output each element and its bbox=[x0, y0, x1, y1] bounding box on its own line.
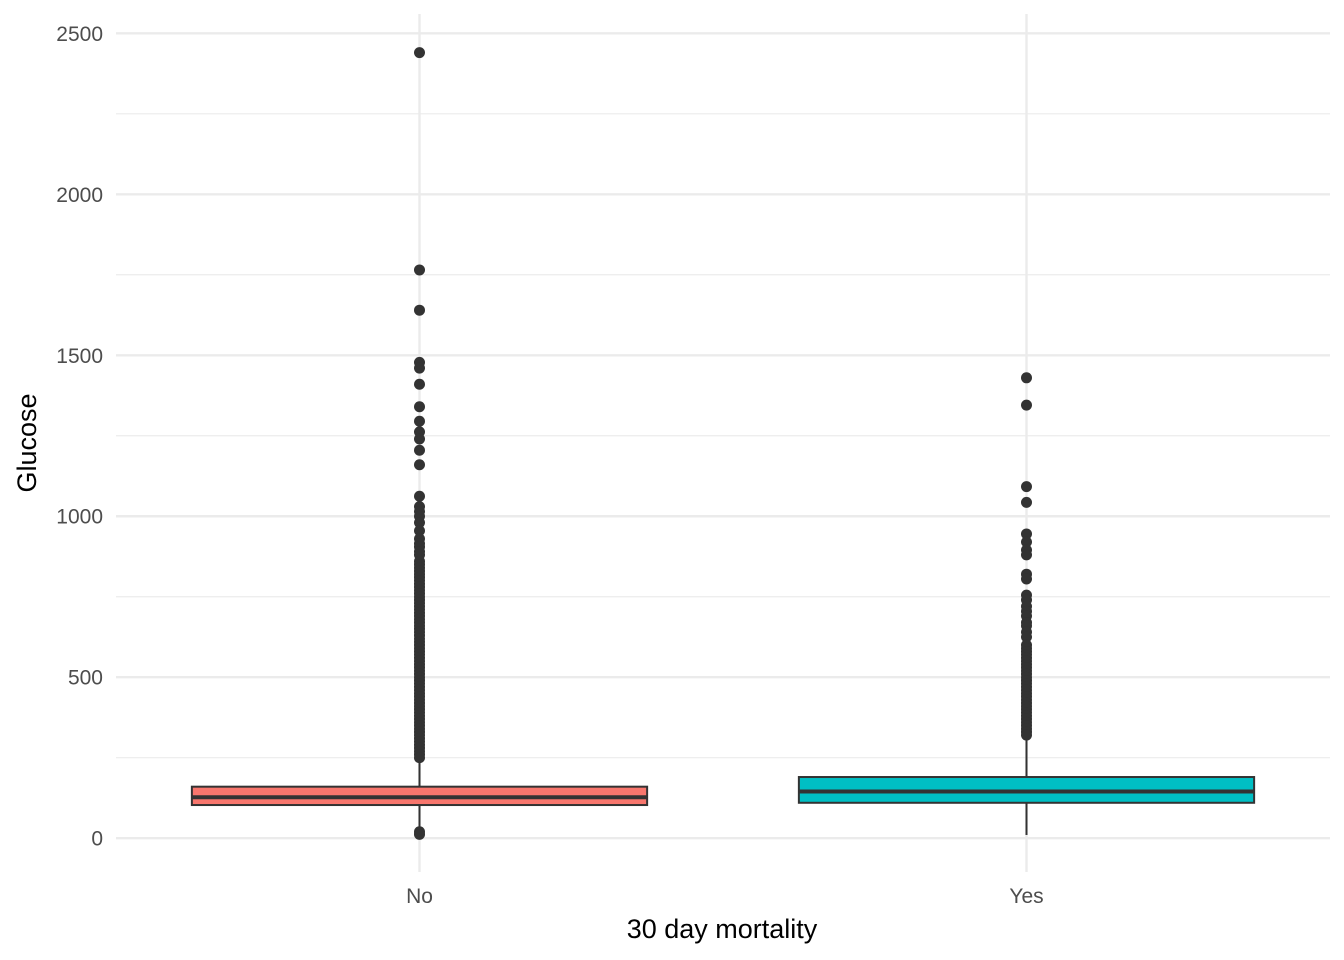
y-tick-label: 1500 bbox=[56, 345, 103, 368]
outlier-point bbox=[1021, 496, 1032, 508]
outlier-point bbox=[1021, 536, 1032, 548]
outlier-point bbox=[1021, 399, 1032, 411]
x-tick-label: Yes bbox=[1009, 885, 1043, 908]
x-axis-title: 30 day mortality bbox=[627, 914, 818, 944]
outlier-point bbox=[1021, 729, 1032, 741]
outlier-point bbox=[414, 444, 425, 456]
y-tick-label: 2000 bbox=[56, 184, 103, 207]
outlier-point bbox=[414, 433, 425, 445]
y-axis-title: Glucose bbox=[12, 393, 42, 492]
y-tick-label: 500 bbox=[68, 667, 103, 690]
y-axis-ticks: 0 500 1000 1500 2000 2500 bbox=[56, 23, 103, 851]
outlier-point bbox=[1021, 573, 1032, 585]
outlier-points bbox=[414, 47, 1032, 840]
outlier-point bbox=[414, 264, 425, 276]
x-axis-ticks: No Yes bbox=[406, 885, 1044, 908]
outlier-point bbox=[414, 415, 425, 427]
y-tick-label: 1000 bbox=[56, 506, 103, 529]
outlier-point bbox=[414, 517, 425, 529]
outlier-point bbox=[414, 828, 425, 840]
y-tick-label: 0 bbox=[91, 828, 103, 851]
outlier-point bbox=[1021, 481, 1032, 493]
outlier-point bbox=[414, 525, 425, 537]
outlier-point bbox=[1021, 528, 1032, 540]
x-tick-label: No bbox=[406, 885, 433, 908]
grid-lines bbox=[116, 14, 1330, 872]
outlier-point bbox=[414, 304, 425, 316]
y-tick-label: 2500 bbox=[56, 23, 103, 46]
outlier-point bbox=[414, 401, 425, 413]
outlier-point bbox=[1021, 631, 1032, 643]
outlier-point bbox=[414, 459, 425, 471]
outlier-point bbox=[1021, 549, 1032, 561]
outlier-point bbox=[414, 378, 425, 390]
outlier-point bbox=[1021, 372, 1032, 384]
outlier-point bbox=[414, 47, 425, 59]
outlier-point bbox=[414, 490, 425, 502]
outlier-point bbox=[414, 752, 425, 764]
outlier-point bbox=[414, 362, 425, 374]
boxes bbox=[190, 738, 1256, 837]
